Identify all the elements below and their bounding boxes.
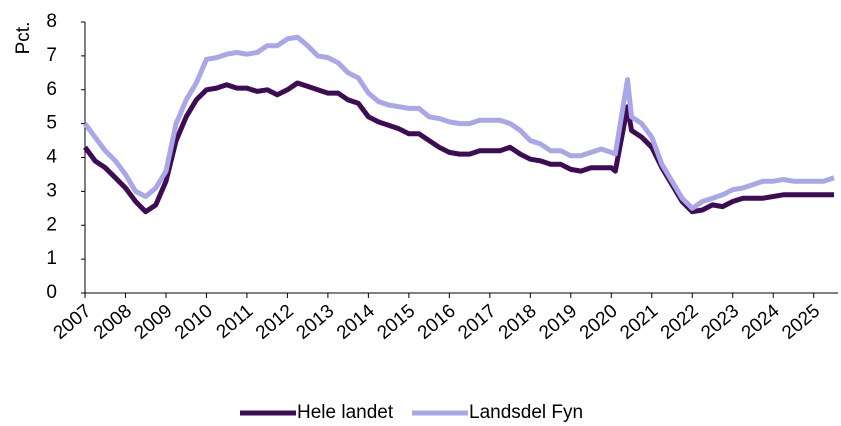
legend-label: Hele landet bbox=[297, 402, 394, 423]
x-tick-label: 2017 bbox=[454, 301, 500, 344]
x-tick-label: 2025 bbox=[778, 301, 824, 344]
x-tick-label: 2016 bbox=[414, 301, 460, 344]
y-tick-label: 4 bbox=[46, 147, 57, 168]
y-tick-label: 3 bbox=[46, 180, 57, 201]
x-tick-label: 2013 bbox=[292, 301, 338, 344]
x-tick-label: 2023 bbox=[697, 301, 743, 344]
y-tick-label: 8 bbox=[46, 11, 57, 32]
y-tick-label: 2 bbox=[46, 214, 57, 235]
x-tick-label: 2020 bbox=[576, 301, 622, 344]
x-tick-label: 2007 bbox=[50, 301, 96, 344]
x-tick-label: 2021 bbox=[616, 301, 662, 344]
x-tick-label: 2011 bbox=[213, 301, 258, 343]
series-line bbox=[82, 34, 835, 211]
x-tick-label: 2014 bbox=[333, 300, 379, 344]
x-tick-label: 2024 bbox=[738, 300, 784, 344]
x-tick-label: 2022 bbox=[657, 301, 703, 344]
y-axis-label: Pct. bbox=[13, 22, 34, 55]
y-tick-label: 7 bbox=[46, 45, 57, 66]
x-tick-label: 2008 bbox=[90, 301, 136, 344]
series-line bbox=[82, 80, 834, 215]
y-tick-label: 6 bbox=[46, 79, 57, 100]
x-tick-label: 2019 bbox=[535, 301, 581, 344]
y-tick-label: 0 bbox=[46, 282, 57, 303]
legend-label: Landsdel Fyn bbox=[469, 402, 583, 423]
y-tick-label: 5 bbox=[46, 113, 57, 134]
x-tick-label: 2010 bbox=[171, 301, 217, 344]
x-tick-label: 2018 bbox=[495, 301, 541, 344]
y-tick-label: 1 bbox=[46, 248, 57, 269]
x-tick-label: 2009 bbox=[131, 301, 177, 344]
x-tick-label: 2012 bbox=[252, 301, 298, 344]
x-tick-label: 2015 bbox=[373, 301, 419, 344]
